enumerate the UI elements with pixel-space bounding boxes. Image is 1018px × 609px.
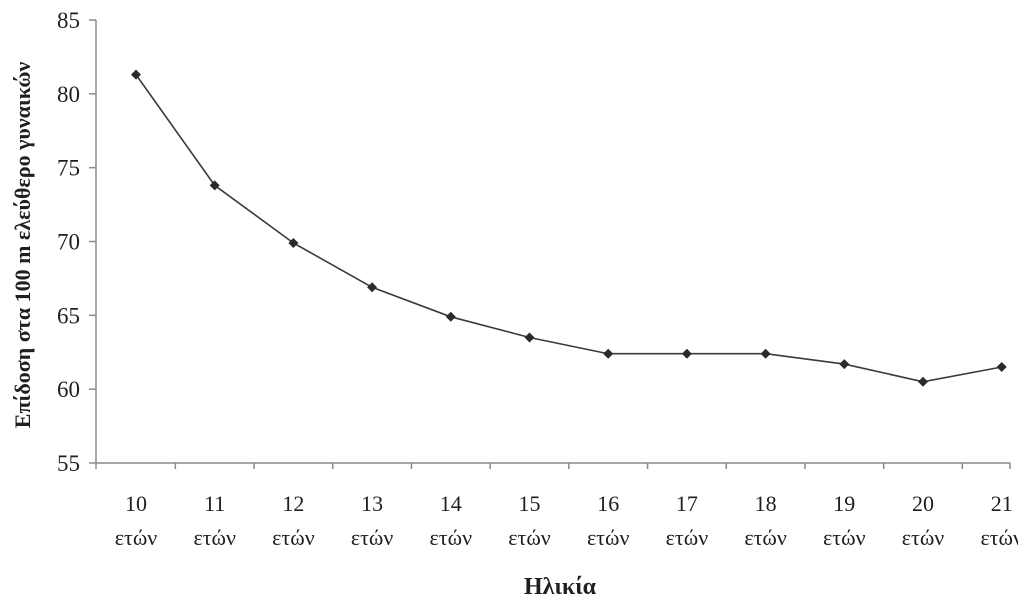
data-point (760, 348, 771, 359)
y-tick-label: 70 (57, 230, 80, 255)
y-tick-label: 60 (57, 377, 80, 402)
y-tick-label: 85 (57, 8, 80, 33)
x-tick-label: 12 ετών (272, 491, 315, 550)
x-ticks: 10 ετών 11 ετών 12 ετών 13 ετών 14 ετών 15 ετών 16 ετ… (95, 463, 1018, 550)
axes (95, 20, 1010, 464)
data-point (209, 180, 220, 191)
data-point (918, 376, 928, 387)
data-point (839, 359, 850, 370)
x-tick-label: 21 ετών (980, 491, 1018, 550)
x-tick-label: 14 ετών (430, 491, 473, 550)
x-tick-label: 11 ετών (193, 491, 236, 550)
data-point (996, 362, 1007, 373)
y-tick-label: 75 (57, 156, 80, 181)
data-point (524, 332, 535, 343)
y-axis-title: Επίδοση στα 100 m ελεύθερο γυναικών (10, 62, 35, 429)
data-point (288, 237, 299, 248)
x-tick-label: 15 ετών (508, 491, 551, 550)
y-ticks: 55 60 65 70 75 80 85 (57, 8, 96, 476)
x-axis-title: Ηλικία (524, 574, 597, 600)
data-point (131, 69, 141, 80)
y-tick-label: 55 (57, 451, 80, 476)
x-tick-label: 16 ετών (587, 491, 630, 550)
data-point (681, 348, 692, 359)
series (131, 69, 1007, 387)
y-tick-label: 80 (57, 82, 80, 107)
x-tick-label: 17 ετών (666, 491, 709, 550)
x-tick-label: 10 ετών (115, 491, 158, 550)
y-tick-label: 65 (57, 303, 80, 328)
x-tick-label: 13 ετών (351, 491, 394, 550)
data-point (367, 282, 378, 293)
data-point (603, 348, 614, 359)
data-point (445, 311, 456, 322)
x-tick-label: 18 ετών (744, 491, 787, 550)
series-line (135, 74, 1002, 383)
x-tick-label: 19 ετών (823, 491, 866, 550)
x-tick-label: 20 ετών (902, 491, 945, 550)
